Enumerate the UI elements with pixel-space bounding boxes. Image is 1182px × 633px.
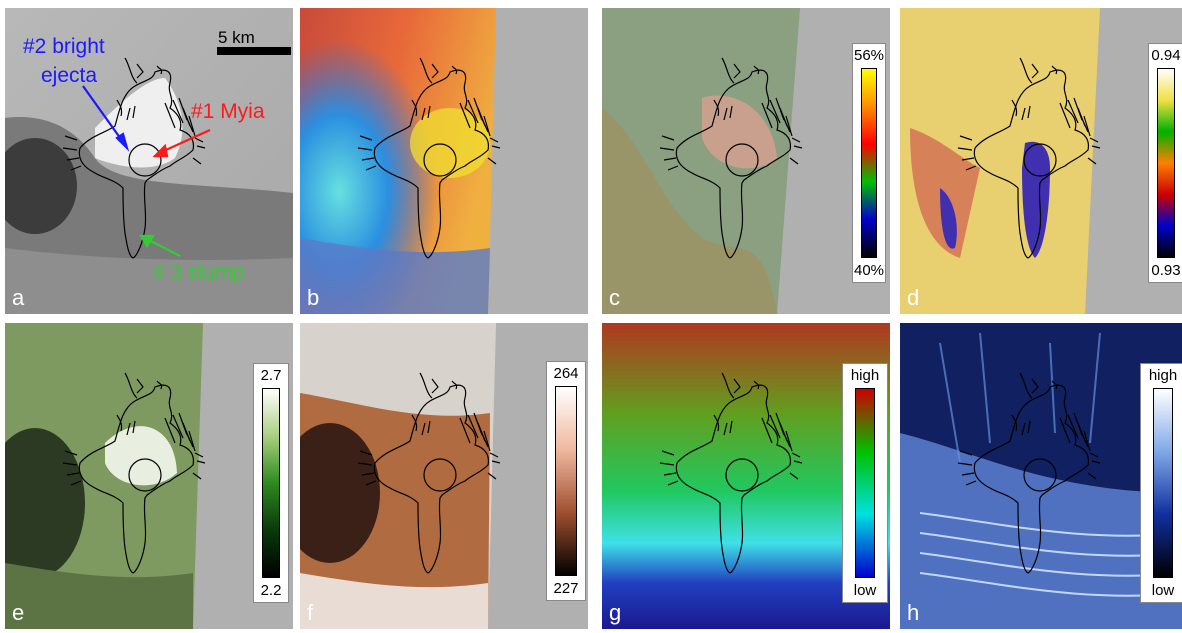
colorbar-f-bottom: 227 xyxy=(553,580,579,597)
panel-d-image xyxy=(900,8,1182,314)
panel-a-image xyxy=(5,8,293,314)
colorbar-h-gradient xyxy=(1153,388,1173,578)
panel-label: b xyxy=(307,285,320,310)
colorbar-f-top: 264 xyxy=(553,365,579,382)
panel-label: f xyxy=(307,600,314,625)
panel-h-image xyxy=(900,323,1182,629)
panel-e-image xyxy=(5,323,293,629)
panel-label: g xyxy=(609,600,622,625)
colorbar-c-bottom: 40% xyxy=(853,262,885,279)
panel-g: high low g xyxy=(602,323,890,629)
colorbar-h-top: high xyxy=(1148,367,1178,384)
colorbar-c: 56% 40% xyxy=(852,43,886,283)
panel-label: d xyxy=(907,285,920,310)
colorbar-c-gradient xyxy=(861,68,877,258)
colorbar-f: 264 227 xyxy=(546,361,586,601)
panel-b-image xyxy=(300,8,588,314)
panel-b: b xyxy=(300,8,588,314)
colorbar-d-bottom: 0.93 xyxy=(1151,262,1181,279)
colorbar-h: high low xyxy=(1140,363,1182,603)
panel-h: high low h xyxy=(900,323,1182,629)
colorbar-c-top: 56% xyxy=(853,47,885,64)
panel-c-image xyxy=(602,8,890,314)
annotation-bright-ejecta-line2: ejecta xyxy=(41,64,98,87)
colorbar-e: 2.7 2.2 xyxy=(253,363,289,603)
panel-d: 0.94 0.93 d xyxy=(900,8,1182,314)
scale-bar-label: 5 km xyxy=(218,28,255,47)
panel-label: c xyxy=(609,285,620,310)
colorbar-g-gradient xyxy=(855,388,875,578)
colorbar-g: high low xyxy=(842,363,888,603)
panel-e: 2.7 2.2 e xyxy=(5,323,293,629)
annotation-bright-ejecta-line1: #2 bright xyxy=(23,35,105,58)
colorbar-e-top: 2.7 xyxy=(260,367,282,384)
colorbar-h-bottom: low xyxy=(1151,582,1175,599)
panel-c: 56% 40% c xyxy=(602,8,890,314)
panel-label: h xyxy=(907,600,920,625)
colorbar-d: 0.94 0.93 xyxy=(1148,43,1182,283)
annotation-slump: # 3 slump xyxy=(153,261,245,284)
panel-f-image xyxy=(300,323,588,629)
colorbar-d-top: 0.94 xyxy=(1151,47,1181,64)
scale-bar xyxy=(217,47,291,55)
panel-label: a xyxy=(12,285,25,310)
colorbar-f-gradient xyxy=(555,386,577,576)
colorbar-e-gradient xyxy=(262,388,280,578)
panel-a: 5 km #2 bright ejecta #1 Myia # 3 slump … xyxy=(5,8,293,314)
colorbar-e-bottom: 2.2 xyxy=(260,582,282,599)
panel-label: e xyxy=(12,600,25,625)
panel-f: 264 227 f xyxy=(300,323,588,629)
colorbar-g-bottom: low xyxy=(853,582,877,599)
colorbar-g-top: high xyxy=(850,367,880,384)
annotation-myia: #1 Myia xyxy=(191,100,265,123)
colorbar-d-gradient xyxy=(1157,68,1175,258)
